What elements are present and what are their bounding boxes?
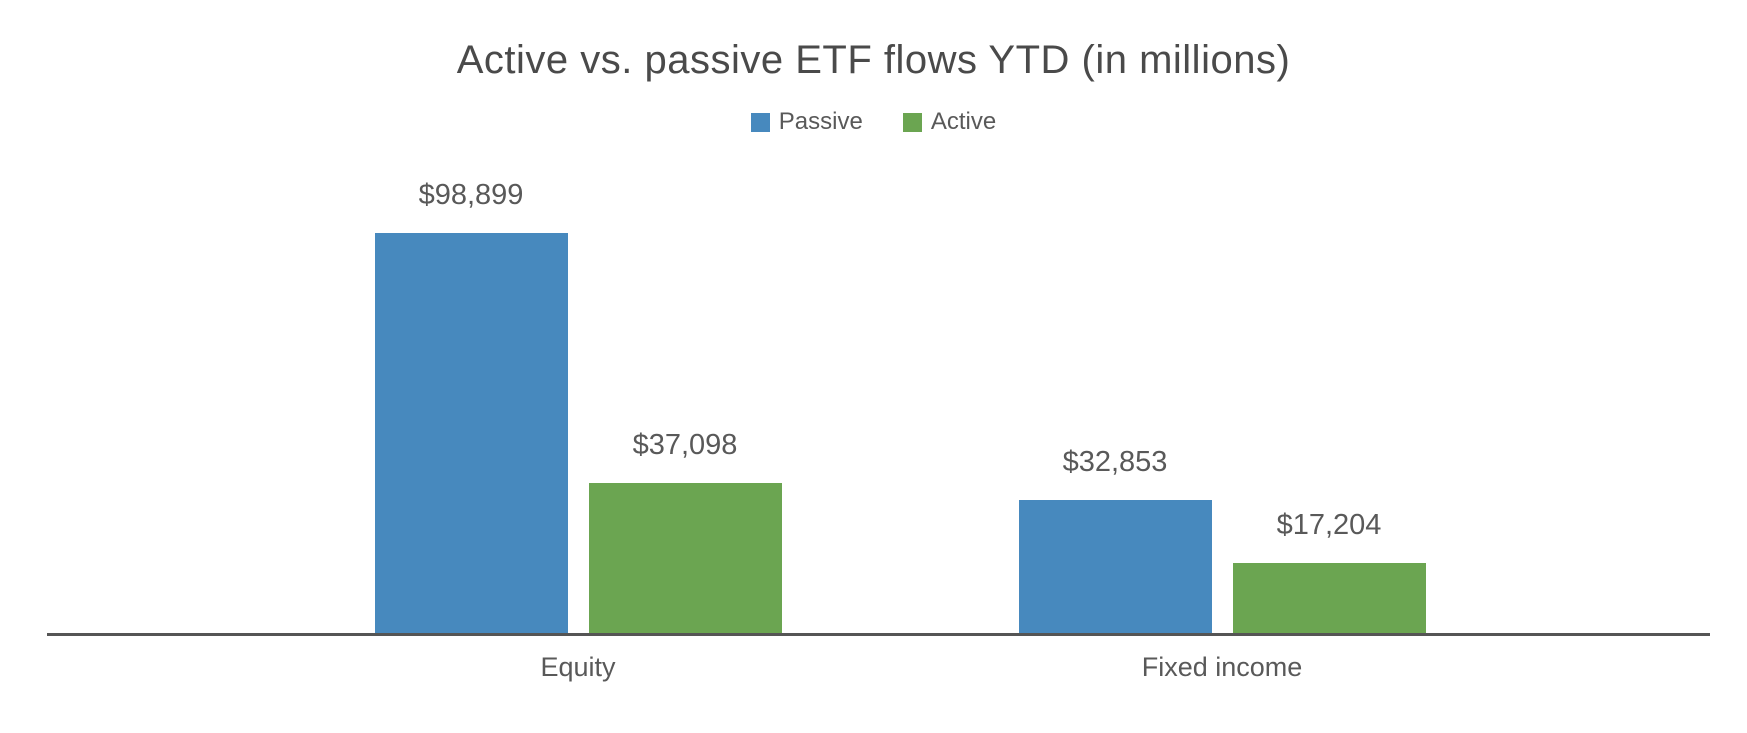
category-label-equity: Equity: [540, 652, 616, 682]
legend-item-passive: Passive: [750, 108, 863, 136]
legend-label: Passive: [778, 108, 863, 135]
value-label-active-equity: $37,098: [632, 429, 738, 461]
chart-title: Active vs. passive ETF flows YTD (in mil…: [456, 38, 1291, 82]
bar-active-fixed-income: [1232, 563, 1426, 633]
bar-passive-fixed-income: [1018, 500, 1212, 633]
x-axis-line: [47, 633, 1710, 636]
legend-swatch-passive: [750, 112, 770, 132]
legend-label: Active: [930, 108, 997, 135]
category-label-fixed-income: Fixed income: [1141, 652, 1303, 682]
bar-passive-equity: [374, 233, 568, 633]
legend-item-active: Active: [902, 108, 997, 136]
legend-swatch-active: [902, 112, 922, 132]
value-label-passive-equity: $98,899: [418, 179, 524, 211]
chart-legend: Passive Active: [0, 108, 1747, 136]
value-label-active-fixed-income: $17,204: [1276, 509, 1382, 541]
value-label-passive-fixed-income: $32,853: [1062, 446, 1168, 478]
bar-active-equity: [588, 483, 782, 633]
